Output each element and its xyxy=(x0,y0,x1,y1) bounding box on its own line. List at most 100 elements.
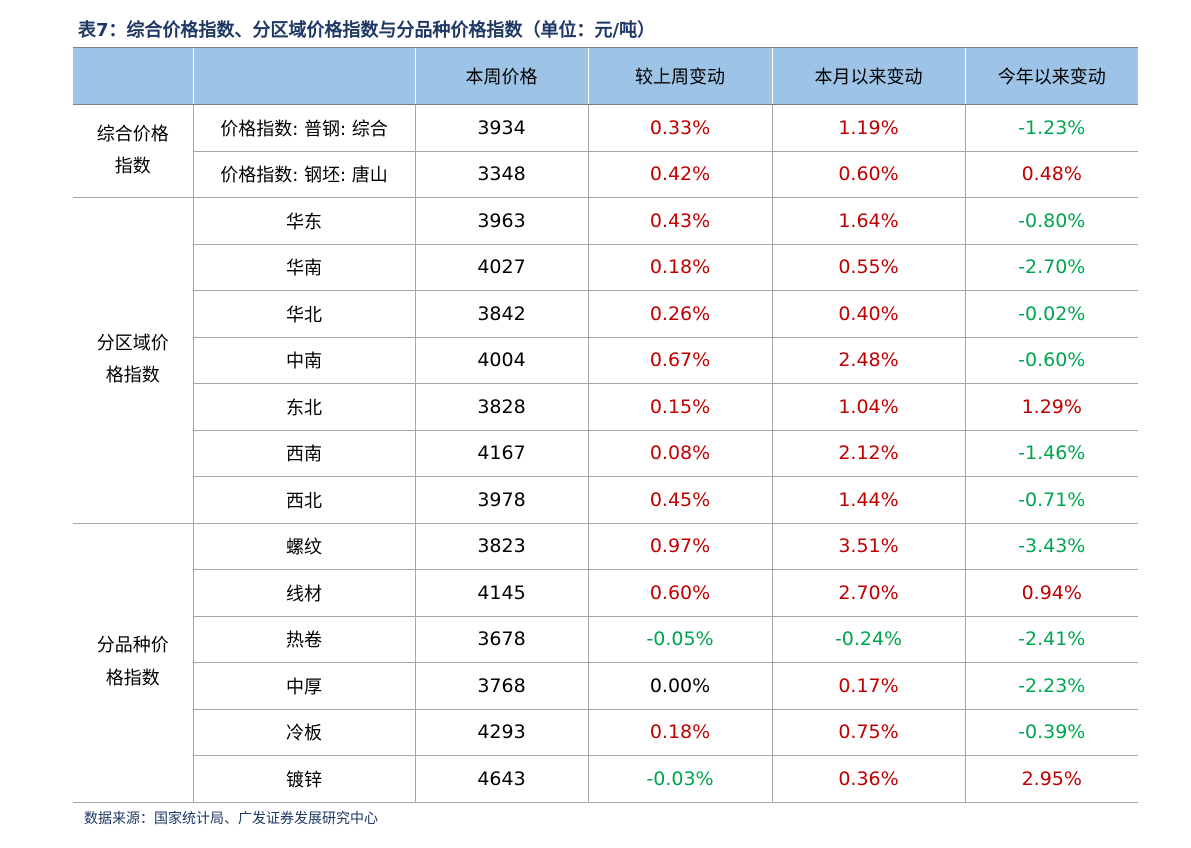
change-cell: -0.05% xyxy=(587,616,772,663)
change-cell: 0.18% xyxy=(587,709,772,756)
change-cell: 2.12% xyxy=(771,430,965,477)
price-cell: 3978 xyxy=(414,476,588,524)
row-name: 西南 xyxy=(192,430,415,477)
table-row: 镀锌 4643 -0.03% 0.36% 2.95% xyxy=(73,755,1138,803)
change-cell: 0.48% xyxy=(964,151,1138,198)
table-row: 华北 3842 0.26% 0.40% -0.02% xyxy=(73,290,1138,338)
price-cell: 4643 xyxy=(414,755,588,803)
change-cell: 0.60% xyxy=(587,569,772,617)
row-name: 中南 xyxy=(192,337,415,384)
change-cell: 1.29% xyxy=(964,383,1138,431)
change-cell: 0.43% xyxy=(587,197,772,245)
price-cell: 4293 xyxy=(414,709,588,756)
change-cell: 0.75% xyxy=(771,709,965,756)
group-label-cell: 分品种价格指数 xyxy=(73,523,193,803)
table-row: 中厚 3768 0.00% 0.17% -2.23% xyxy=(73,662,1138,710)
table-title: 表7：综合价格指数、分区域价格指数与分品种价格指数（单位：元/吨） xyxy=(78,20,656,41)
change-cell: 0.67% xyxy=(587,337,772,384)
table-row: 价格指数: 钢坯: 唐山 3348 0.42% 0.60% 0.48% xyxy=(73,151,1138,198)
group-label-cell: 分区域价格指数 xyxy=(73,197,193,524)
table-row: 综合价格指数 价格指数: 普钢: 综合 3934 0.33% 1.19% -1.23% xyxy=(73,104,1138,198)
change-cell: 0.45% xyxy=(587,476,772,524)
table-row: 华南 4027 0.18% 0.55% -2.70% xyxy=(73,244,1138,291)
change-cell: -0.71% xyxy=(964,476,1138,524)
header-cell: 本月以来变动 xyxy=(771,47,965,105)
change-cell: -0.39% xyxy=(964,709,1138,756)
table-row: 热卷 3678 -0.05% -0.24% -2.41% xyxy=(73,616,1138,663)
row-name: 东北 xyxy=(192,383,415,431)
price-cell: 4167 xyxy=(414,430,588,477)
table-header: 本周价格 较上周变动 本月以来变动 今年以来变动 xyxy=(73,47,1138,105)
group-label-cell: 综合价格指数 xyxy=(73,104,193,198)
row-name: 冷板 xyxy=(192,709,415,756)
change-cell: 0.94% xyxy=(964,569,1138,617)
header-cell: 较上周变动 xyxy=(587,47,772,105)
price-cell: 3348 xyxy=(414,151,588,198)
table-row: 分品种价格指数 螺纹 3823 0.97% 3.51% -3.43% xyxy=(73,523,1138,803)
change-cell: -0.80% xyxy=(964,197,1138,245)
table-row: 东北 3828 0.15% 1.04% 1.29% xyxy=(73,383,1138,431)
price-cell: 3678 xyxy=(414,616,588,663)
change-cell: -0.02% xyxy=(964,290,1138,338)
row-name: 螺纹 xyxy=(192,523,415,570)
change-cell: 0.17% xyxy=(771,662,965,710)
source-note: 数据来源：国家统计局、广发证券发展研究中心 xyxy=(84,811,378,827)
change-cell: -2.70% xyxy=(964,244,1138,291)
price-table: 本周价格 较上周变动 本月以来变动 今年以来变动 综合价格指数 价格指数: 普钢: 综合… xyxy=(73,47,1138,803)
row-name: 华南 xyxy=(192,244,415,291)
table-row: 分区域价格指数 华东 3963 0.43% 1.64% -0.80% xyxy=(73,197,1138,524)
change-cell: -2.23% xyxy=(964,662,1138,710)
table-row: 线材 4145 0.60% 2.70% 0.94% xyxy=(73,569,1138,617)
change-cell: 1.64% xyxy=(771,197,965,245)
group-label: 综合价格指数 xyxy=(96,123,169,177)
change-cell: -0.03% xyxy=(587,755,772,803)
change-cell: -3.43% xyxy=(964,523,1138,570)
change-cell: 0.26% xyxy=(587,290,772,338)
price-cell: 3828 xyxy=(414,383,588,431)
change-cell: 2.48% xyxy=(771,337,965,384)
price-cell: 3842 xyxy=(414,290,588,338)
header-cell: 本周价格 xyxy=(414,47,588,105)
row-name: 热卷 xyxy=(192,616,415,663)
change-cell: 0.00% xyxy=(587,662,772,710)
change-cell: 0.18% xyxy=(587,244,772,291)
change-cell: 1.04% xyxy=(771,383,965,431)
price-cell: 4145 xyxy=(414,569,588,617)
row-name: 线材 xyxy=(192,569,415,617)
table-row: 西南 4167 0.08% 2.12% -1.46% xyxy=(73,430,1138,477)
change-cell: 2.95% xyxy=(964,755,1138,803)
change-cell: 0.42% xyxy=(587,151,772,198)
group-label: 分区域价格指数 xyxy=(96,332,169,387)
row-name: 价格指数: 普钢: 综合 xyxy=(192,104,415,152)
change-cell: 0.60% xyxy=(771,151,965,198)
row-name: 中厚 xyxy=(192,662,415,710)
change-cell: -2.41% xyxy=(964,616,1138,663)
price-cell: 3768 xyxy=(414,662,588,710)
row-name: 华北 xyxy=(192,290,415,338)
change-cell: 0.36% xyxy=(771,755,965,803)
change-cell: 3.51% xyxy=(771,523,965,570)
change-cell: -1.46% xyxy=(964,430,1138,477)
change-cell: 1.19% xyxy=(771,104,965,152)
change-cell: 1.44% xyxy=(771,476,965,524)
change-cell: -1.23% xyxy=(964,104,1138,152)
header-cell xyxy=(192,47,415,105)
table-body: 综合价格指数 价格指数: 普钢: 综合 3934 0.33% 1.19% -1.23% 价格… xyxy=(73,104,1138,803)
table-row: 西北 3978 0.45% 1.44% -0.71% xyxy=(73,476,1138,524)
price-cell: 3934 xyxy=(414,104,588,152)
price-cell: 4004 xyxy=(414,337,588,384)
change-cell: -0.24% xyxy=(771,616,965,663)
row-name: 华东 xyxy=(192,197,415,245)
change-cell: 2.70% xyxy=(771,569,965,617)
price-cell: 3823 xyxy=(414,523,588,570)
row-name: 价格指数: 钢坯: 唐山 xyxy=(192,151,415,198)
change-cell: 0.08% xyxy=(587,430,772,477)
row-name: 西北 xyxy=(192,476,415,524)
change-cell: -0.60% xyxy=(964,337,1138,384)
change-cell: 0.33% xyxy=(587,104,772,152)
price-cell: 4027 xyxy=(414,244,588,291)
group-label: 分品种价格指数 xyxy=(96,635,169,689)
header-cell: 今年以来变动 xyxy=(964,47,1138,105)
header-cell xyxy=(73,47,193,105)
